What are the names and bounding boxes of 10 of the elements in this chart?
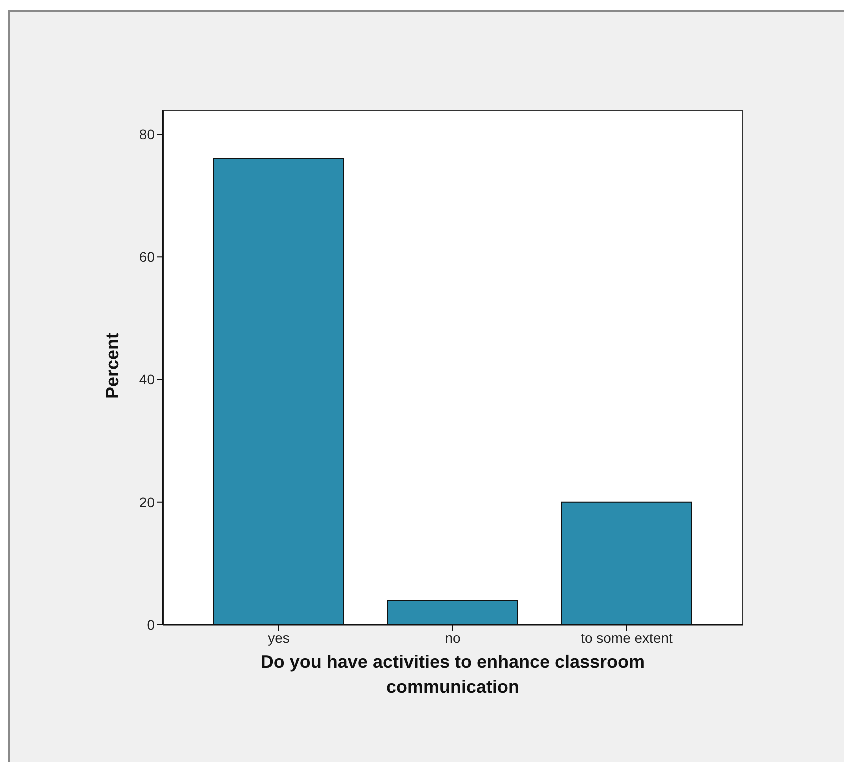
y-axis-title: Percent [102,332,124,400]
y-tick-label: 0 [147,616,156,633]
x-tick-label: no [445,630,461,646]
y-tick-label: 40 [139,372,156,388]
x-axis-title: Do you have activities to enhance classroom communication [260,651,646,699]
y-tick-label: 80 [139,126,156,142]
x-tick-label: to some extent [581,630,674,646]
y-tick-label: 60 [139,249,156,266]
x-tick-label: yes [268,630,290,646]
y-tick-label: 20 [139,494,156,510]
